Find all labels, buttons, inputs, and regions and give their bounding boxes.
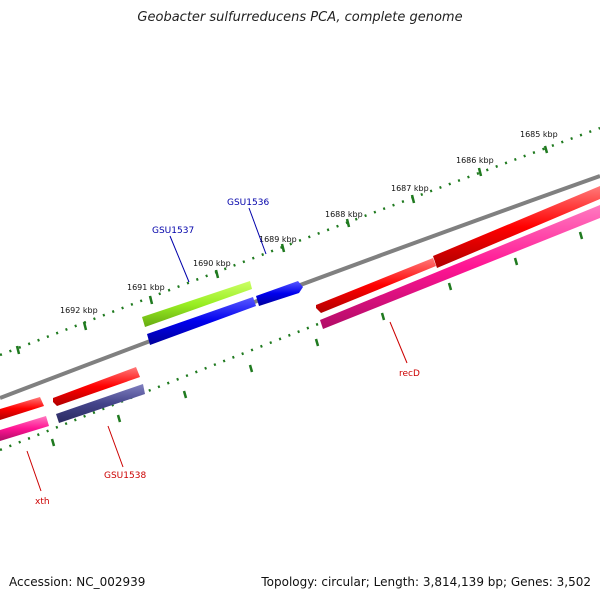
gene-feature-pink-right[interactable] [320, 205, 600, 329]
ruler-labels: 1685 kbp 1686 kbp 1687 kbp 1688 kbp 1689… [60, 130, 558, 315]
ruler-label: 1685 kbp [520, 130, 558, 139]
ruler-label: 1687 kbp [391, 184, 429, 193]
gene-feature-red-upper-right-b[interactable] [433, 186, 600, 268]
genome-stats-text: Topology: circular; Length: 3,814,139 bp… [261, 575, 591, 589]
gene-feature-pink-left[interactable] [0, 416, 49, 441]
inner-ruler-major-ticks [50, 231, 584, 447]
accession-text: Accession: NC_002939 [9, 575, 146, 589]
gene-feature-gsu1536[interactable] [256, 281, 303, 306]
outer-ruler-major-ticks [15, 145, 549, 355]
gene-feature-red-left-b[interactable] [53, 367, 140, 406]
gene-feature-red-upper-right-a[interactable] [316, 258, 436, 313]
gene-feature-gsu1538[interactable] [56, 384, 145, 423]
gene-feature-blue-long[interactable] [147, 297, 256, 345]
gene-feature-green[interactable] [142, 281, 252, 327]
gene-label-gsu1538[interactable]: GSU1538 [104, 471, 146, 481]
outer-ruler-track [0, 126, 600, 357]
gene-feature-red-left-a[interactable] [0, 397, 44, 420]
ruler-label: 1692 kbp [60, 306, 98, 315]
ruler-label: 1689 kbp [259, 235, 297, 244]
gene-leader-lines [26, 207, 408, 492]
genome-title: Geobacter sulfurreducens PCA, complete g… [137, 10, 463, 25]
ruler-label: 1690 kbp [193, 259, 231, 268]
ruler-label: 1688 kbp [325, 210, 363, 219]
ruler-label: 1686 kbp [456, 156, 494, 165]
genome-backbone [0, 174, 600, 400]
gene-label-gsu1536[interactable]: GSU1536 [227, 198, 269, 208]
gene-label-gsu1537[interactable]: GSU1537 [152, 226, 194, 236]
gene-label-recd[interactable]: recD [399, 369, 420, 379]
gene-label-xth[interactable]: xth [35, 497, 50, 507]
ruler-label: 1691 kbp [127, 283, 165, 292]
